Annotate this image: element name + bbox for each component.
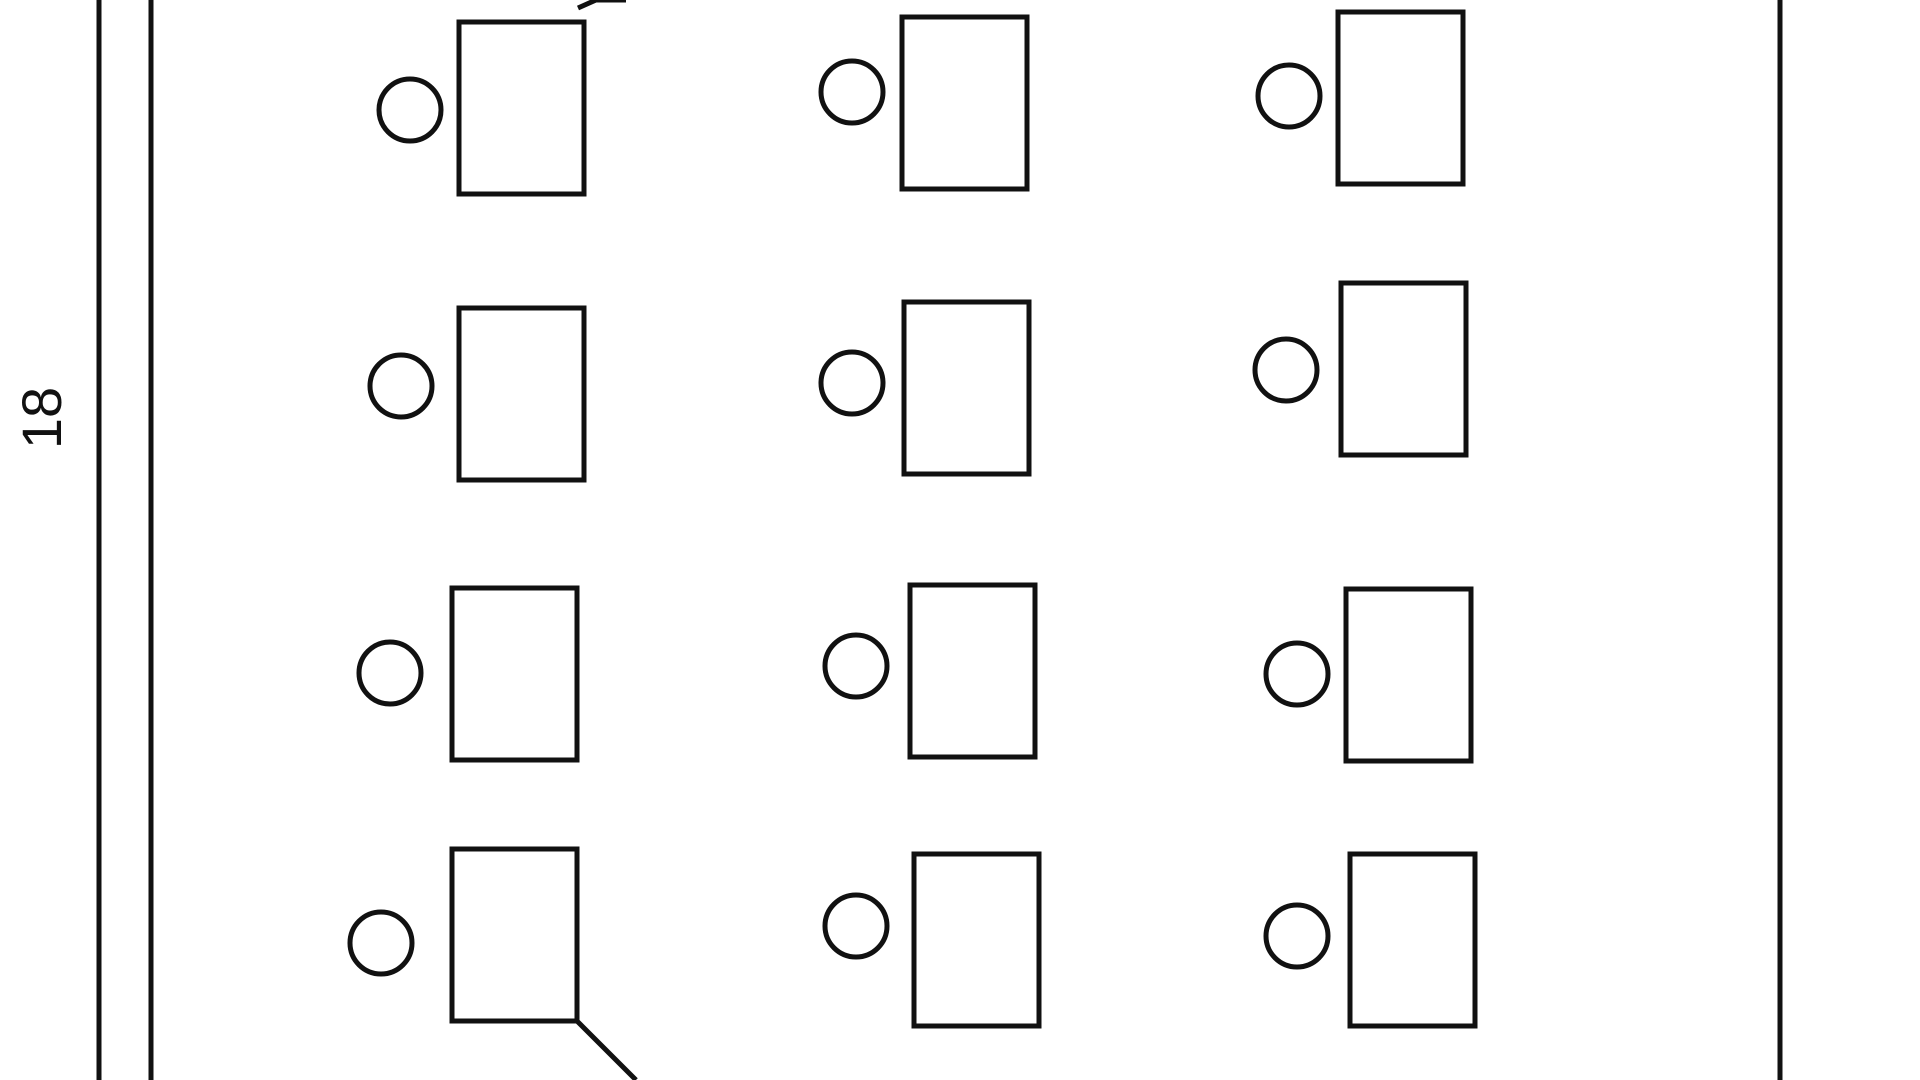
component-circle-r2-c3 [1252,336,1320,404]
component-circle-r4-c1 [347,909,415,977]
component-row-1 [376,9,1466,197]
component-rectangle-r2-c3 [1338,280,1469,458]
component-rectangle-r1-c3 [1335,9,1466,187]
component-rectangle-r3-c2 [907,582,1038,760]
component-row-3 [356,582,1474,764]
component-circle-r1-c1 [376,76,444,144]
component-rectangle-r3-c3 [1343,586,1474,764]
component-circle-r2-c2 [818,349,886,417]
component-circle-r1-c2 [818,58,886,126]
component-rectangle-r4-c3 [1347,851,1478,1029]
top-leader-line [576,0,626,11]
component-rectangle-r2-c2 [901,299,1032,477]
component-rectangle-r1-c2 [899,14,1030,192]
component-circle-r3-c3 [1263,640,1331,708]
bottom-leader-line [575,1019,638,1080]
component-circle-r4-c3 [1263,902,1331,970]
component-rectangle-r1-c1 [456,19,587,197]
component-rectangle-r3-c1 [449,585,580,763]
component-rectangle-r2-c1 [456,305,587,483]
component-circle-r3-c2 [822,632,890,700]
component-row-4 [347,846,1478,1029]
component-circle-r3-c1 [356,639,424,707]
component-row-2 [367,280,1469,483]
component-grid [347,9,1478,1029]
component-circle-r2-c1 [367,352,435,420]
component-rectangle-r4-c1 [449,846,580,1024]
component-rectangle-r4-c2 [911,851,1042,1029]
component-circle-r4-c2 [822,892,890,960]
component-circle-r1-c3 [1255,62,1323,130]
leader-lines [575,0,638,1080]
outer-frame [96,0,1783,1080]
side-reference-label: 18 [10,386,73,450]
